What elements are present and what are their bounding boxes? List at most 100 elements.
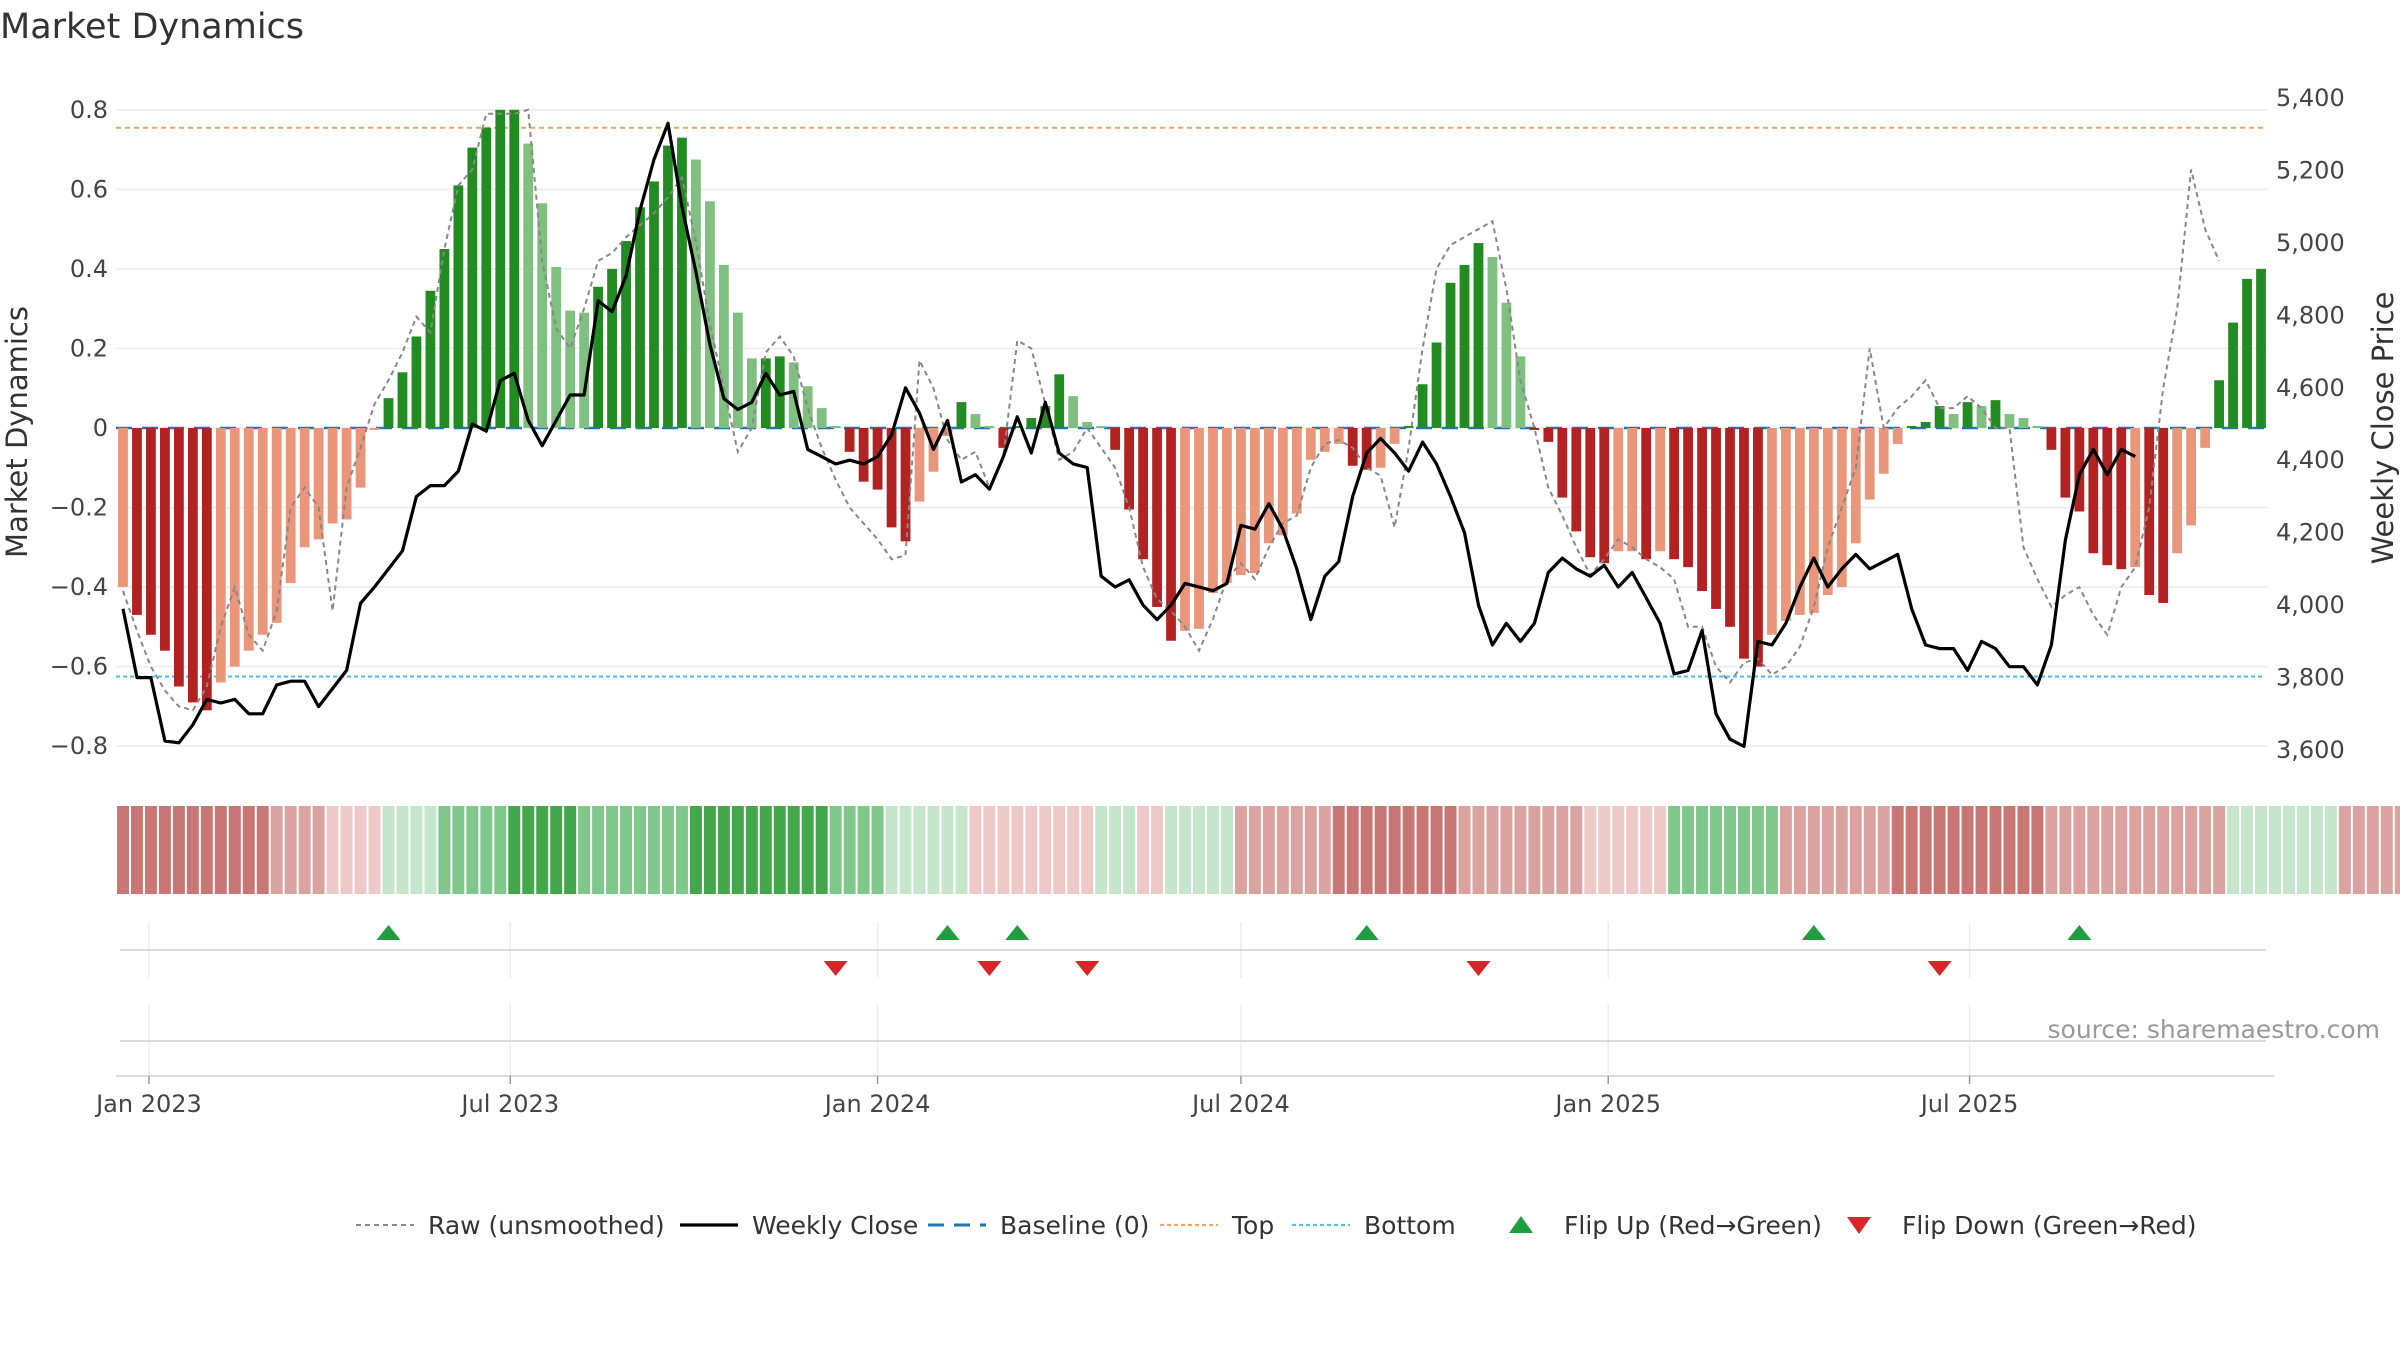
- bar-69: [1082, 422, 1093, 428]
- regime-cell-120: [1793, 806, 1806, 894]
- regime-cell-100: [1514, 806, 1527, 894]
- regime-cell-35: [606, 806, 619, 894]
- bar-113: [1697, 427, 1707, 592]
- regime-cell-87: [1332, 806, 1345, 894]
- regime-cell-41: [689, 806, 702, 894]
- date-tick-label-2: Jan 2024: [823, 1090, 931, 1118]
- bar-43: [718, 264, 729, 428]
- bar-118: [1767, 427, 1777, 635]
- legend: Raw (unsmoothed) Weekly Close Baseline (0)…: [356, 1211, 2197, 1240]
- bar-104: [1571, 427, 1582, 532]
- raw-line: [122, 108, 2221, 712]
- bar-134: [1990, 400, 2001, 428]
- regime-cell-1: [130, 806, 143, 894]
- regime-cell-63: [997, 806, 1010, 894]
- flip-up-marker-1: [935, 925, 960, 940]
- bar-130: [1934, 406, 1945, 428]
- regime-cell-119: [1779, 806, 1792, 894]
- bar-3: [160, 427, 170, 651]
- regime-cell-66: [1039, 806, 1052, 894]
- bar-5: [187, 427, 198, 703]
- regime-cell-143: [2115, 806, 2128, 894]
- regime-cell-23: [438, 806, 451, 894]
- regime-cell-115: [1724, 806, 1736, 894]
- regime-cell-22: [424, 806, 437, 894]
- bar-99: [1501, 302, 1512, 428]
- bar-90: [1375, 427, 1386, 468]
- date-tick-label-0: Jan 2023: [94, 1090, 202, 1118]
- bar-122: [1822, 427, 1833, 596]
- regime-cell-95: [1444, 806, 1457, 894]
- regime-cell-104: [1570, 806, 1583, 894]
- left-tick-label-6: 0.4: [70, 255, 108, 283]
- left-tick-label-5: 0.2: [70, 334, 108, 362]
- bar-97: [1473, 243, 1484, 428]
- regime-cell-160: [2352, 806, 2365, 894]
- raw-series: [122, 108, 2221, 712]
- regime-cell-29: [522, 806, 535, 894]
- bar-11: [271, 427, 282, 623]
- bar-41: [691, 159, 701, 428]
- bar-109: [1641, 427, 1652, 560]
- regime-cell-28: [508, 806, 521, 894]
- bar-135: [2004, 414, 2015, 428]
- bar-133: [1976, 406, 1987, 428]
- bar-63: [998, 427, 1009, 448]
- regime-cell-144: [2129, 806, 2142, 894]
- bar-20: [397, 372, 408, 428]
- flip-down-marker-0: [823, 961, 848, 976]
- regime-cell-124: [1849, 806, 1862, 894]
- regime-cell-118: [1765, 806, 1778, 894]
- regime-cell-45: [745, 806, 758, 894]
- regime-cell-58: [927, 806, 940, 894]
- bar-82: [1263, 427, 1274, 544]
- regime-cell-146: [2157, 806, 2170, 894]
- regime-cell-81: [1248, 806, 1261, 894]
- bar-49: [802, 386, 813, 428]
- flip-down-marker-4: [1927, 961, 1952, 976]
- bar-53: [858, 427, 869, 482]
- bar-34: [593, 286, 603, 428]
- bar-75: [1166, 427, 1176, 641]
- bar-23: [439, 249, 450, 428]
- bar-112: [1683, 427, 1693, 568]
- regime-cell-76: [1179, 806, 1191, 894]
- flip-down-marker-3: [1466, 961, 1491, 976]
- regime-cell-18: [368, 806, 381, 894]
- legend-label-4: Bottom: [1364, 1211, 1456, 1240]
- bar-129: [1920, 422, 1931, 428]
- bar-10: [257, 427, 268, 635]
- bar-110: [1655, 427, 1666, 552]
- regime-cell-83: [1276, 806, 1289, 894]
- regime-cell-110: [1654, 806, 1667, 894]
- regime-cell-85: [1304, 806, 1317, 894]
- regime-cell-40: [675, 806, 688, 894]
- regime-cell-93: [1416, 806, 1429, 894]
- regime-cell-96: [1458, 806, 1471, 894]
- bar-38: [649, 181, 659, 428]
- bar-124: [1850, 427, 1861, 544]
- bar-131: [1948, 414, 1959, 428]
- date-axis-ticks: Jan 2023 Jul 2023 Jan 2024 Jul 2024 Jan 2025…: [94, 1076, 2018, 1118]
- regime-cell-47: [773, 806, 786, 894]
- bar-116: [1739, 427, 1749, 659]
- regime-cell-20: [396, 806, 409, 894]
- reference-levels: [116, 126, 2268, 678]
- regime-cell-148: [2185, 806, 2198, 894]
- bar-52: [844, 427, 855, 452]
- regime-cell-49: [801, 806, 814, 894]
- bar-59: [942, 427, 953, 436]
- left-tick-label-0: −0.8: [50, 732, 108, 760]
- flip-up-marker-5: [2067, 925, 2092, 940]
- regime-cell-0: [117, 806, 129, 894]
- regime-cell-15: [326, 806, 339, 894]
- bar-21: [411, 336, 422, 428]
- bar-94: [1431, 342, 1442, 428]
- bar-137: [2032, 425, 2043, 428]
- regime-cell-129: [1919, 806, 1932, 894]
- bar-81: [1249, 427, 1260, 574]
- bar-149: [2200, 427, 2211, 448]
- regime-cell-38: [648, 806, 660, 894]
- bar-19: [383, 398, 394, 428]
- bar-66: [1040, 406, 1051, 428]
